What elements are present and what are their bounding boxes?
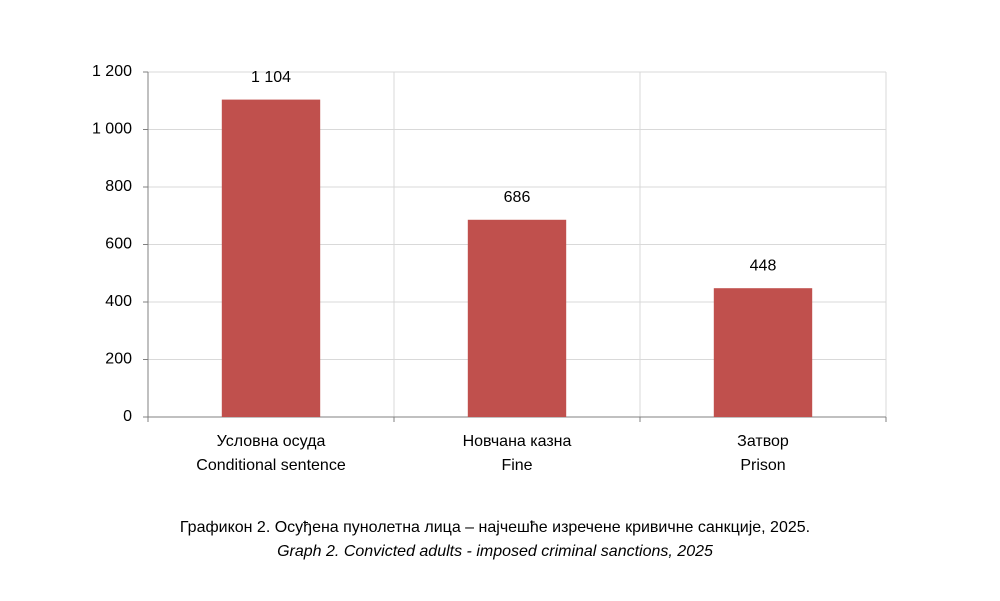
x-tick-label: Prison [740,457,785,474]
bar [221,99,321,417]
chart-title: Графикон 2. Осуђена пунолетна лица – нај… [180,519,810,536]
value-label: 686 [504,189,531,206]
y-tick-label: 400 [105,293,132,310]
x-tick-label: Затвор [737,433,789,450]
x-tick-label: Conditional sentence [196,457,346,474]
x-tick-label: Новчана казна [463,433,572,450]
y-tick-label: 600 [105,236,132,253]
bar [713,288,813,417]
y-tick-label: 800 [105,178,132,195]
y-tick-label: 1 000 [92,121,132,138]
x-tick-label: Fine [501,457,532,474]
x-tick-label: Условна осуда [217,433,326,450]
bar [467,219,567,417]
value-label: 448 [750,257,777,274]
chart-subtitle: Graph 2. Convicted adults - imposed crim… [277,543,713,560]
y-tick-label: 1 200 [92,63,132,80]
y-tick-label: 0 [123,408,132,425]
y-tick-label: 200 [105,351,132,368]
value-label: 1 104 [251,69,291,86]
